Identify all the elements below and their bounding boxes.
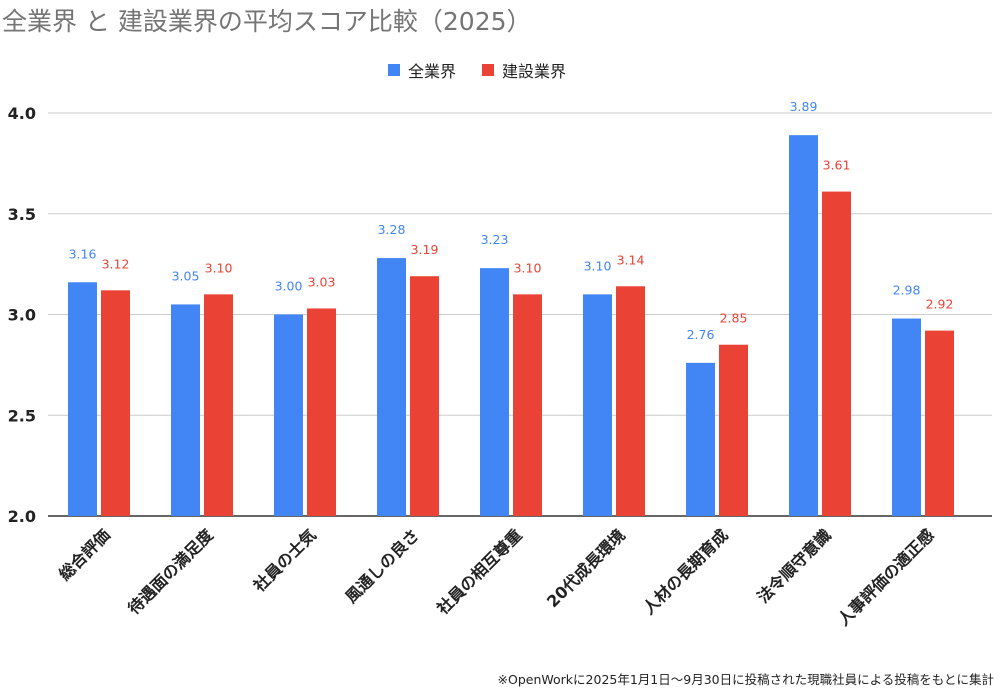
data-label: 3.10 <box>205 260 233 275</box>
data-label: 3.23 <box>481 232 509 247</box>
bar-construction <box>719 344 748 516</box>
bar-construction <box>101 290 130 516</box>
footnote: ※OpenWorkに2025年1月1日～9月30日に投稿された現職社員による投稿… <box>497 672 994 687</box>
bar-construction <box>925 330 954 516</box>
bar-all <box>583 294 612 516</box>
data-label: 2.98 <box>893 283 921 298</box>
legend-label-construction: 建設業界 <box>502 62 567 81</box>
data-label: 3.28 <box>378 222 406 237</box>
x-tick-label: 20代成長環境 <box>543 525 629 611</box>
data-label: 3.19 <box>411 242 439 257</box>
data-label: 3.10 <box>584 258 612 273</box>
data-label: 2.85 <box>720 311 748 326</box>
bar-all <box>377 258 406 516</box>
chart-title: 全業界 と 建設業界の平均スコア比較（2025） <box>2 7 532 36</box>
data-label: 3.10 <box>514 260 542 275</box>
x-tick-label: 総合評価 <box>55 525 114 584</box>
bar-all <box>171 304 200 516</box>
legend-swatch-construction <box>482 64 495 76</box>
x-tick-label: 社員の士気 <box>249 525 320 596</box>
y-tick-label: 4.0 <box>8 104 36 123</box>
data-label: 3.12 <box>102 256 130 271</box>
bar-all <box>686 362 715 516</box>
data-label: 3.61 <box>823 158 851 173</box>
data-label: 3.03 <box>308 274 336 289</box>
x-tick-label: 風通しの良さ <box>342 525 423 606</box>
data-label: 3.16 <box>69 246 97 261</box>
legend: 全業界 建設業界 <box>388 58 566 82</box>
bar-construction <box>410 276 439 516</box>
legend-label-all: 全業界 <box>408 62 457 81</box>
bar-construction <box>204 294 233 516</box>
data-label: 2.92 <box>926 297 954 312</box>
data-label: 3.14 <box>617 252 645 267</box>
legend-swatch-all <box>388 64 400 76</box>
y-tick-label: 3.5 <box>8 205 36 224</box>
x-tick-label: 法令順守意識 <box>754 525 835 606</box>
y-tick-label: 3.0 <box>8 306 36 325</box>
bar-construction <box>616 286 645 516</box>
x-tick-label: 人材の長期育成 <box>639 525 732 618</box>
x-tick-label: 待遇面の満足度 <box>124 525 217 618</box>
bar-all <box>68 282 97 516</box>
bar-construction <box>513 294 542 516</box>
data-label: 3.05 <box>172 268 200 283</box>
bar-all <box>892 318 921 516</box>
bar-construction <box>822 191 851 516</box>
bar-all <box>480 268 509 516</box>
x-tick-label: 社員の相互尊重 <box>432 525 525 618</box>
data-label: 3.89 <box>790 99 818 114</box>
bar-construction <box>307 308 336 516</box>
x-tick-label: 人事評価の適正感 <box>834 525 938 629</box>
y-tick-label: 2.5 <box>8 406 36 425</box>
data-label: 2.76 <box>687 327 715 342</box>
bar-all <box>789 135 818 517</box>
y-tick-label: 2.0 <box>8 507 36 526</box>
data-label: 3.00 <box>275 279 303 294</box>
bar-all <box>274 314 303 516</box>
